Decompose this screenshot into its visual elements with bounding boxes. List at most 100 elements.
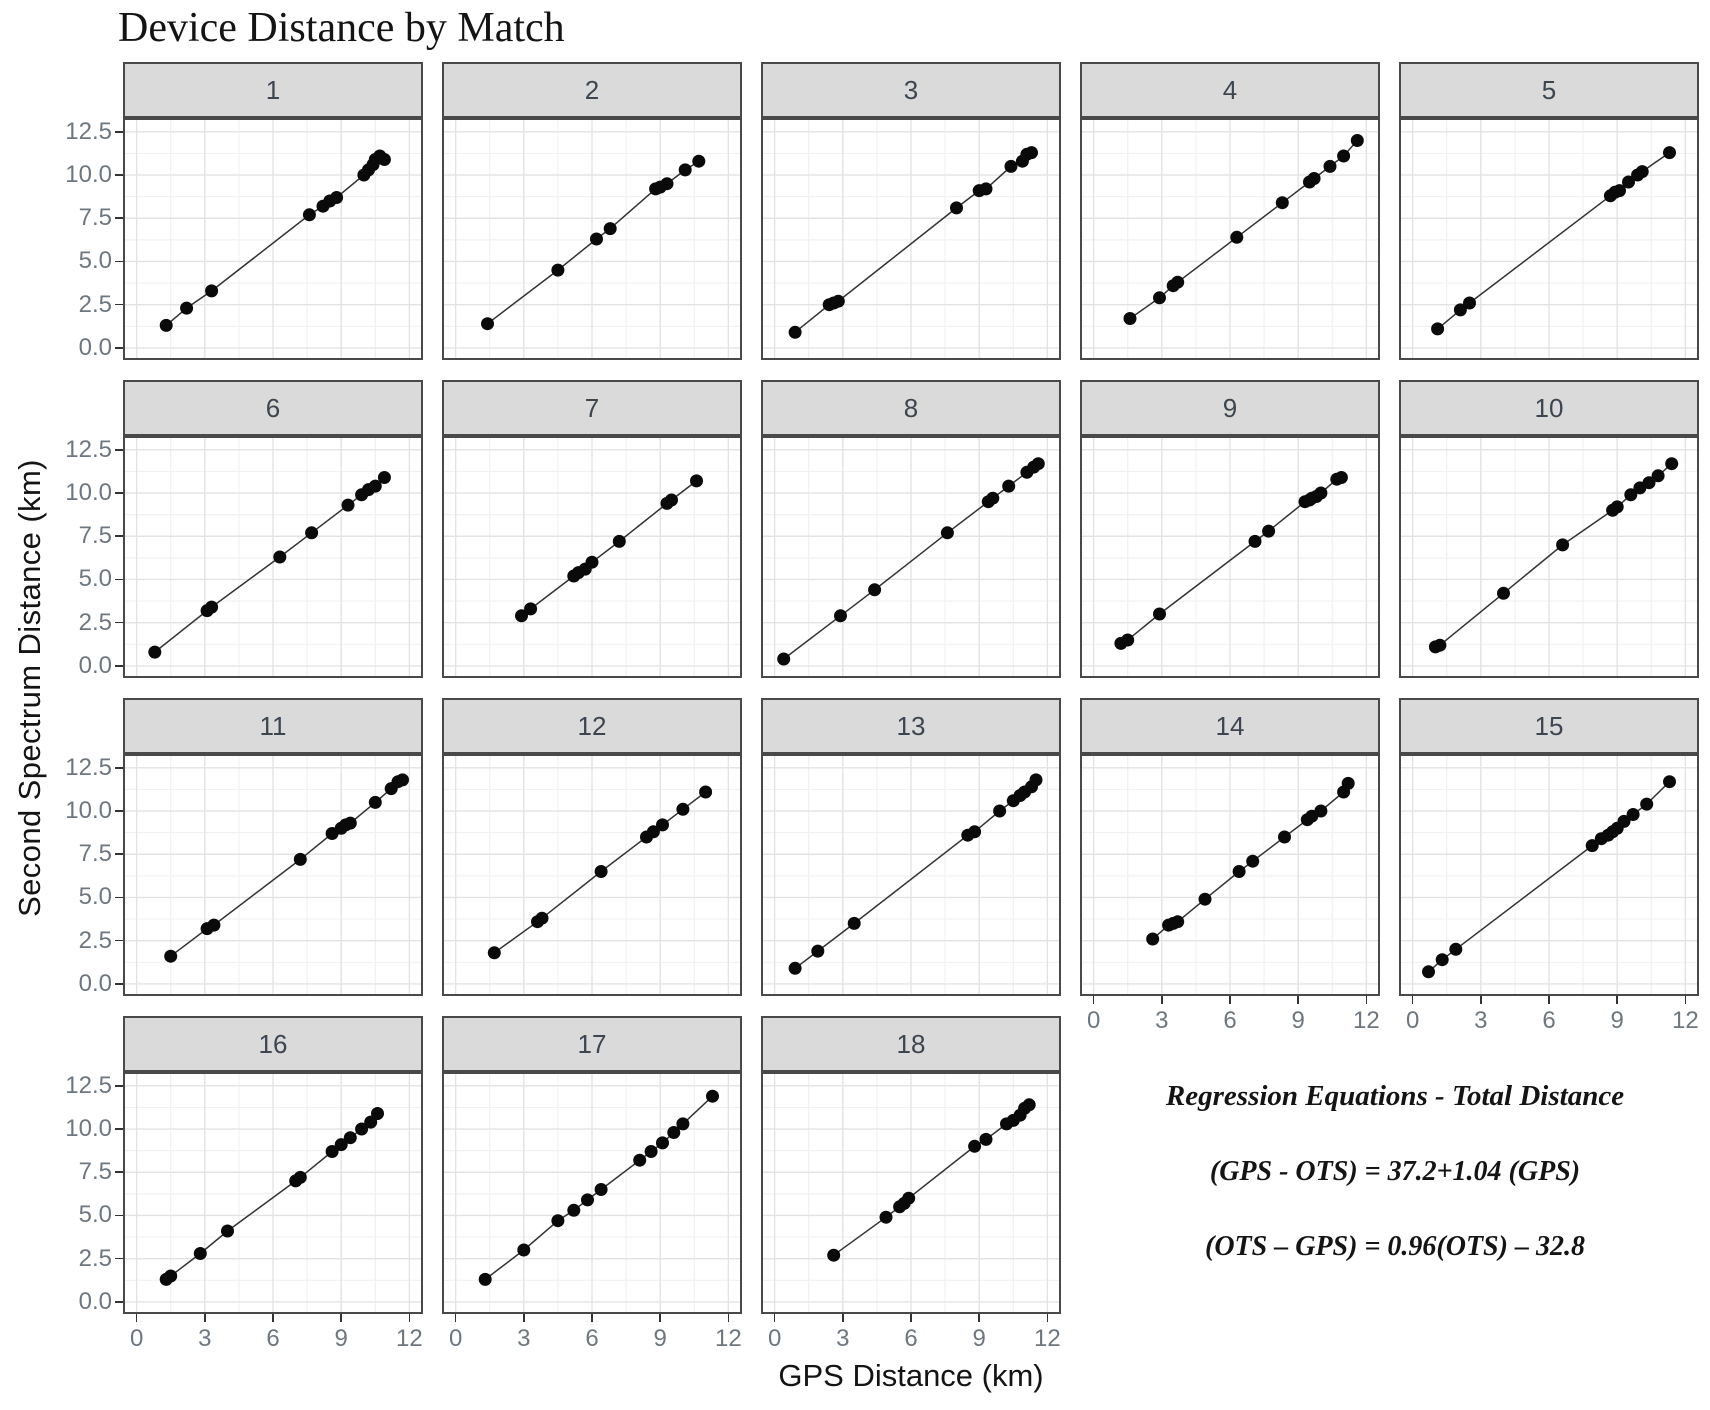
data-point xyxy=(1031,457,1045,471)
data-point xyxy=(205,600,219,614)
y-tick-label: 5.0 xyxy=(78,1201,112,1229)
y-tick-mark xyxy=(115,347,123,349)
scatter-plot xyxy=(123,436,423,678)
data-point xyxy=(1230,230,1244,244)
data-point xyxy=(302,208,316,222)
regression-equation-1: (GPS - OTS) = 37.2+1.04 (GPS) xyxy=(1209,1156,1581,1187)
facet-strip-label: 13 xyxy=(896,710,926,741)
scatter-plot xyxy=(1399,118,1699,360)
data-point xyxy=(1334,471,1348,484)
data-point xyxy=(660,177,674,191)
x-tick-label: 9 xyxy=(1610,1007,1624,1034)
panel-border xyxy=(442,118,742,360)
data-point xyxy=(164,1269,178,1283)
panel-border xyxy=(1080,118,1380,360)
data-point xyxy=(368,479,382,493)
data-point xyxy=(1171,915,1185,929)
y-tick-mark xyxy=(115,939,123,942)
y-tick-label: 10.0 xyxy=(65,161,112,189)
data-point xyxy=(1613,184,1626,198)
data-point xyxy=(1323,159,1337,173)
x-tick-label: 0 xyxy=(129,1325,144,1352)
x-tick-mark xyxy=(523,1314,525,1322)
facet-strip-label: 16 xyxy=(258,1028,288,1059)
y-tick-label: 10.0 xyxy=(65,1115,112,1143)
facet-strip-label: 7 xyxy=(584,392,600,423)
data-point xyxy=(678,163,692,177)
data-point xyxy=(646,825,660,839)
x-tick-mark xyxy=(978,1314,980,1322)
y-tick-label: 0.0 xyxy=(78,1287,112,1315)
panel-border xyxy=(123,754,423,996)
x-axis-title: GPS Distance (km) xyxy=(778,1358,1044,1393)
data-point xyxy=(1610,500,1624,514)
x-tick-label: 12 xyxy=(396,1325,423,1352)
x-tick-mark xyxy=(591,1314,593,1322)
data-point xyxy=(879,1210,893,1224)
data-point xyxy=(676,1117,690,1131)
data-point xyxy=(811,944,825,958)
y-tick-mark xyxy=(115,1171,123,1174)
data-point xyxy=(515,609,528,623)
y-tick-label: 2.5 xyxy=(78,1244,112,1272)
x-tick-mark xyxy=(1480,996,1482,1004)
panel-border xyxy=(1399,118,1699,360)
y-tick-mark xyxy=(115,983,123,985)
y-tick-mark xyxy=(115,535,123,538)
x-tick-label: 3 xyxy=(836,1325,850,1352)
x-tick-mark xyxy=(135,1314,138,1322)
facet-strip-label: 6 xyxy=(265,392,281,423)
scatter-plot xyxy=(442,436,742,678)
x-tick-mark xyxy=(1411,996,1414,1004)
data-point xyxy=(341,498,355,512)
y-tick-label: 0.0 xyxy=(78,969,112,997)
y-tick-label: 12.5 xyxy=(65,117,112,145)
data-point xyxy=(478,1272,492,1286)
data-point xyxy=(594,865,608,878)
data-point xyxy=(847,916,861,930)
data-point xyxy=(293,852,307,866)
data-point xyxy=(1626,808,1640,821)
x-tick-label: 9 xyxy=(972,1325,986,1352)
x-tick-mark xyxy=(1046,1314,1049,1322)
data-point xyxy=(1651,469,1665,483)
y-tick-label: 7.5 xyxy=(78,522,112,550)
data-point xyxy=(1314,486,1328,500)
y-tick-mark xyxy=(115,1257,123,1260)
facet-strip-label: 5 xyxy=(1541,74,1557,105)
y-tick-mark xyxy=(115,1214,123,1217)
panel-border xyxy=(123,436,423,678)
x-tick-label: 3 xyxy=(1155,1007,1169,1034)
data-point xyxy=(1025,146,1038,160)
scatter-plot xyxy=(442,754,742,996)
scatter-plot xyxy=(1399,754,1699,996)
y-tick-mark xyxy=(115,260,123,263)
facet-strip-label: 15 xyxy=(1534,710,1564,741)
data-point xyxy=(371,1107,384,1120)
data-point xyxy=(1278,830,1291,844)
data-point xyxy=(1642,476,1656,490)
y-tick-mark xyxy=(115,665,123,667)
y-tick-mark xyxy=(115,810,123,812)
data-point xyxy=(993,804,1007,818)
data-point xyxy=(706,1089,719,1103)
data-point xyxy=(827,1248,841,1262)
y-tick-label: 12.5 xyxy=(65,435,112,463)
x-tick-mark xyxy=(773,1314,776,1322)
data-point xyxy=(968,1139,982,1153)
data-point xyxy=(551,1214,565,1228)
y-tick-label: 0.0 xyxy=(78,651,112,679)
data-point xyxy=(1431,322,1445,336)
data-point xyxy=(334,1138,348,1152)
x-tick-label: 0 xyxy=(767,1325,782,1352)
data-point xyxy=(1624,488,1638,502)
data-point xyxy=(1146,932,1160,946)
facet-strip: 13 xyxy=(761,698,1061,754)
data-point xyxy=(1663,146,1676,160)
y-axis-title: Second Spectrum Distance (km) xyxy=(12,459,47,917)
facet-strip-label: 4 xyxy=(1222,74,1238,105)
facet-strip: 10 xyxy=(1399,380,1699,436)
data-point xyxy=(1314,804,1328,818)
data-point xyxy=(902,1191,916,1205)
